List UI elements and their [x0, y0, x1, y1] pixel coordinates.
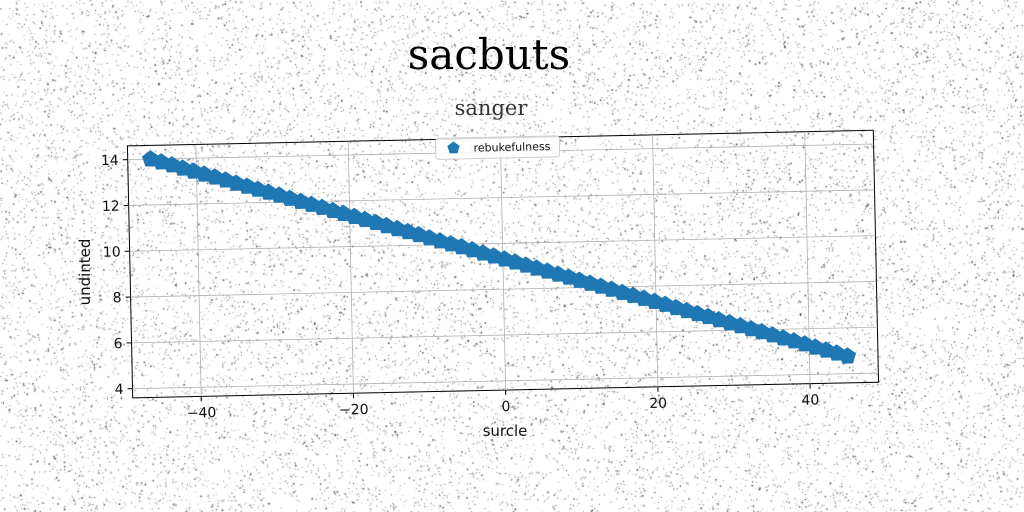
x-tick-label: −20 — [339, 402, 369, 419]
x-tick-label: 0 — [501, 399, 510, 415]
legend-marker — [447, 141, 460, 154]
legend-label: rebukefulness — [473, 140, 550, 155]
x-tick-label: −40 — [187, 405, 217, 422]
x-axis-label: surcle — [483, 422, 528, 440]
x-grid-line — [652, 134, 659, 387]
y-grid-line — [132, 372, 879, 390]
y-tick-label: 6 — [113, 336, 122, 352]
y-axis-label: undinted — [76, 239, 94, 306]
y-tick-label: 12 — [102, 199, 120, 215]
legend: rebukefulness — [434, 135, 561, 160]
x-grid-line — [347, 141, 354, 394]
chart-title: sanger — [454, 96, 528, 120]
y-grid-line — [128, 189, 875, 206]
plot-area: −40 −20 0 20 40 4 6 8 10 12 14 rebukefulness — [101, 129, 880, 422]
y-tick-label: 14 — [101, 153, 119, 169]
axis-ticks: −40 −20 0 20 40 4 6 8 10 12 14 — [101, 153, 820, 422]
y-tick-label: 8 — [113, 290, 122, 306]
y-grid-line — [130, 281, 877, 298]
data-points — [141, 150, 857, 364]
x-tick-label: 20 — [649, 396, 667, 412]
x-grid-line — [195, 144, 202, 397]
data-point — [838, 347, 857, 364]
figure-title: sacbuts — [407, 30, 571, 79]
y-tick-label: 4 — [114, 382, 123, 398]
x-tick-label: 40 — [801, 392, 819, 408]
legend-box — [434, 135, 561, 160]
y-grid-line — [129, 235, 876, 252]
y-tick-label: 10 — [103, 244, 121, 260]
